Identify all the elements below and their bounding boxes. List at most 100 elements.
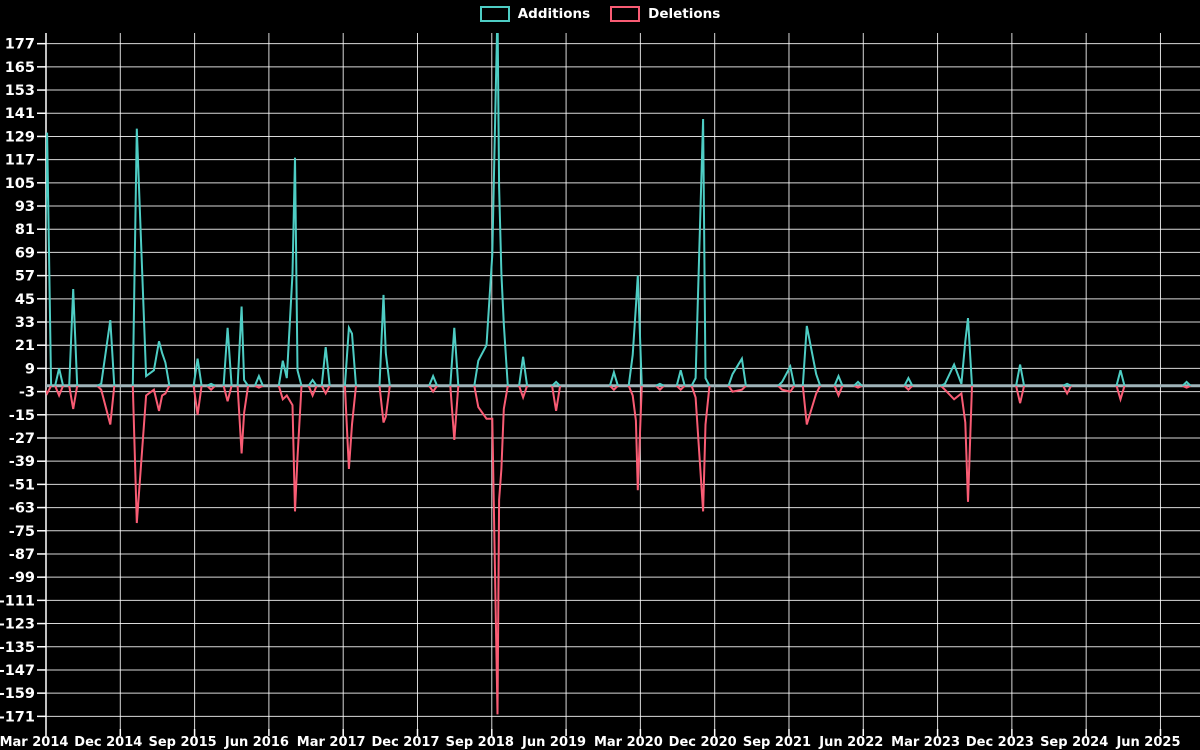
additions-line <box>320 346 331 386</box>
additions-line <box>1062 382 1072 387</box>
x-axis-tick-label: Jun 2016 <box>224 735 289 750</box>
x-axis-tick-label: Dec 2017 <box>371 735 439 750</box>
deletions-line <box>1015 385 1026 404</box>
y-axis-tick-label: 57 <box>15 269 35 285</box>
deletions-line <box>1182 384 1192 389</box>
additions-line <box>518 356 529 386</box>
deletions-line <box>307 385 318 399</box>
additions-line <box>222 327 233 386</box>
x-axis-tick-label: Dec 2020 <box>669 735 737 750</box>
additions-line <box>277 157 303 387</box>
deletions-line <box>727 385 747 393</box>
y-axis-tick-label: 33 <box>15 315 35 331</box>
deletions-line <box>378 385 391 423</box>
deletions-line <box>627 385 643 491</box>
y-axis-tick-label: 93 <box>15 199 35 215</box>
legend-item-additions[interactable]: Additions <box>479 6 591 22</box>
deletions-line <box>655 385 665 392</box>
y-axis-tick-label: -75 <box>9 524 35 540</box>
additions-line <box>46 132 53 386</box>
x-axis-tick-label: Mar 2020 <box>594 735 663 750</box>
y-axis-tick-label: 141 <box>5 106 35 122</box>
deletions-line <box>449 385 460 440</box>
y-axis-tick-label: 117 <box>5 153 35 169</box>
additions-line <box>473 33 509 386</box>
x-axis-tick-label: Jun 2025 <box>1115 735 1180 750</box>
deletions-line <box>343 385 357 469</box>
x-axis-tick-label: Sep 2024 <box>1040 735 1108 750</box>
additions-line <box>206 382 216 387</box>
deletions-line <box>801 385 822 425</box>
x-axis-tick-label: Sep 2015 <box>148 735 216 750</box>
additions-line <box>253 373 264 387</box>
deletions-line <box>518 385 529 401</box>
legend: Additions Deletions <box>0 6 1200 22</box>
y-axis-tick-label: 81 <box>15 222 35 238</box>
tick-labels: 177 165 153 141 129 117 105 93 81 69 57 45 33 21 9 -3 -1… <box>0 37 1181 750</box>
additions-line <box>236 306 249 387</box>
additions-line <box>1181 380 1192 387</box>
legend-swatch-additions <box>479 6 510 22</box>
y-axis-tick-label: -159 <box>0 686 35 702</box>
y-axis-tick-label: -63 <box>9 501 35 517</box>
additions-line <box>1015 364 1026 386</box>
deletions-line <box>236 385 250 454</box>
deletions-line <box>940 385 973 502</box>
additions-line <box>131 128 171 386</box>
y-axis-tick-label: -51 <box>9 477 35 493</box>
y-axis-tick-label: 165 <box>5 60 35 76</box>
y-axis-tick-label: -15 <box>9 408 35 424</box>
deletions-line <box>551 385 562 412</box>
deletions-line <box>68 385 79 410</box>
deletions-line <box>1062 385 1072 396</box>
additions-line <box>655 382 665 387</box>
x-axis-tick-label: Mar 2017 <box>297 735 366 750</box>
legend-swatch-deletions <box>610 6 641 22</box>
additions-line <box>192 358 203 386</box>
additions-line <box>449 327 460 386</box>
deletions-line <box>609 385 619 392</box>
additions-line <box>551 380 561 387</box>
additions-line <box>54 368 65 387</box>
deletions-line <box>206 385 216 392</box>
y-axis-tick-label: -3 <box>19 385 35 401</box>
deletions-line <box>131 385 171 524</box>
deletions-line <box>473 385 509 715</box>
deletions-line <box>676 385 686 392</box>
y-axis-tick-label: 129 <box>5 129 35 145</box>
additions-line <box>940 317 973 387</box>
deletions-line <box>320 385 331 396</box>
additions-line <box>675 370 686 387</box>
additions-line <box>96 319 116 387</box>
deletions-line <box>254 384 264 389</box>
traces <box>46 33 1192 715</box>
y-axis-tick-label: 21 <box>15 338 35 354</box>
y-axis-tick-label: 69 <box>15 245 35 261</box>
additions-line <box>1115 370 1126 387</box>
deletions-line <box>1115 385 1126 403</box>
deletions-line <box>853 384 863 389</box>
y-axis-tick-label: -123 <box>0 617 35 633</box>
deletions-line <box>277 385 303 512</box>
y-axis-tick-label: -111 <box>0 593 35 609</box>
deletions-line <box>192 385 203 415</box>
x-axis-tick-label: Mar 2014 <box>0 735 68 750</box>
additions-line <box>801 325 822 387</box>
additions-line <box>727 355 747 387</box>
y-axis-tick-label: -135 <box>0 640 35 656</box>
deletions-line <box>96 385 116 425</box>
x-axis-tick-label: Dec 2014 <box>74 735 142 750</box>
additions-line <box>608 368 619 387</box>
gridlines <box>45 33 1200 729</box>
legend-item-deletions[interactable]: Deletions <box>610 6 720 22</box>
additions-line <box>378 294 391 386</box>
y-axis-tick-label: 105 <box>5 176 35 192</box>
y-axis-tick-label: 45 <box>15 292 35 308</box>
legend-label-additions: Additions <box>517 6 591 22</box>
y-axis-tick-label: -147 <box>0 663 35 679</box>
y-axis-tick-label: 177 <box>5 37 35 53</box>
deletions-line <box>428 385 438 394</box>
y-axis-tick-label: -87 <box>9 547 35 563</box>
